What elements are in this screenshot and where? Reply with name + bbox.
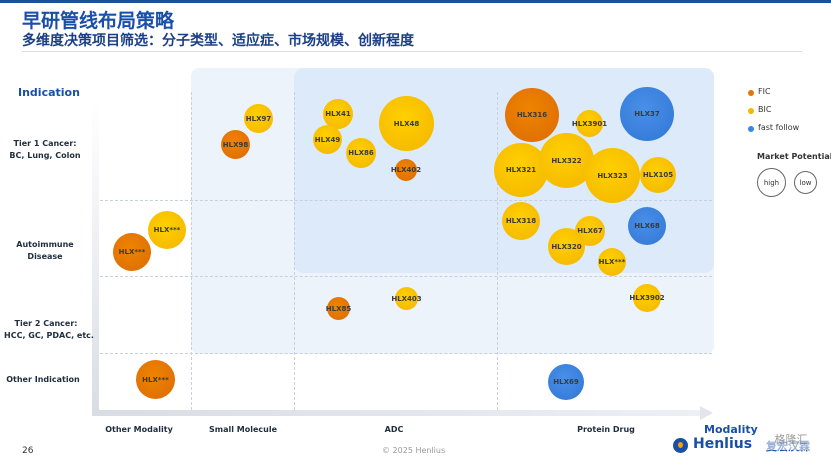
grid-row-divider bbox=[100, 200, 712, 201]
y-axis bbox=[92, 100, 99, 416]
y-axis-arrow bbox=[88, 92, 102, 104]
legend-fast-follow-label: fast follow bbox=[758, 123, 800, 132]
pipeline-bubble[interactable]: HLX*** bbox=[113, 233, 151, 271]
row-label-line: HCC, GC, PDAC, etc. bbox=[4, 331, 94, 340]
pipeline-bubble[interactable]: HLX*** bbox=[136, 360, 175, 399]
row-label-autoimmune: Autoimmune Disease bbox=[6, 239, 84, 263]
page-subtitle: 多维度决策项目筛选：分子类型、适应症、市场规模、创新程度 bbox=[22, 33, 414, 49]
market-low-circle-icon: low bbox=[794, 171, 817, 194]
pipeline-bubble[interactable]: HLX41 bbox=[323, 99, 353, 129]
column-label-other-modality: Other Modality bbox=[105, 425, 173, 434]
pipeline-bubble[interactable]: HLX*** bbox=[148, 211, 186, 249]
top-accent-bar bbox=[0, 0, 831, 3]
pipeline-bubble[interactable]: HLX3901 bbox=[572, 110, 607, 137]
x-axis-arrow bbox=[700, 406, 713, 420]
fic-legend-dot-icon bbox=[748, 90, 754, 96]
copyright-text: © 2025 Henlius bbox=[382, 446, 446, 455]
fast-follow-legend-dot-icon bbox=[748, 126, 754, 132]
page-title: 早研管线布局策略 bbox=[22, 10, 175, 32]
legend-bic-label: BIC bbox=[758, 105, 772, 114]
pipeline-bubble[interactable]: HLX318 bbox=[502, 202, 540, 240]
henlius-logo-text: Henlius bbox=[693, 436, 753, 452]
row-label-line: Tier 1 Cancer: bbox=[13, 139, 77, 148]
pipeline-bubble[interactable]: HLX37 bbox=[620, 87, 674, 141]
row-label-tier2: Tier 2 Cancer: HCC, GC, PDAC, etc. bbox=[4, 318, 94, 342]
pipeline-bubble[interactable]: HLX316 bbox=[505, 88, 559, 142]
y-axis-title: Indication bbox=[18, 86, 80, 99]
pipeline-bubble[interactable]: HLX48 bbox=[379, 96, 434, 151]
pipeline-bubble[interactable]: HLX49 bbox=[313, 125, 342, 154]
pipeline-bubble[interactable]: HLX85 bbox=[326, 297, 351, 320]
row-label-line: Disease bbox=[27, 252, 63, 261]
pipeline-bubble[interactable]: HLX323 bbox=[585, 148, 640, 203]
pipeline-bubble[interactable]: HLX403 bbox=[391, 287, 422, 310]
grid-row-divider bbox=[100, 353, 712, 354]
market-potential-title: Market Potential bbox=[757, 152, 831, 161]
row-label-line: Other Indication bbox=[6, 375, 80, 384]
market-low-label: low bbox=[799, 178, 812, 187]
column-label-small-molecule: Small Molecule bbox=[209, 425, 277, 434]
market-high-label: high bbox=[763, 178, 780, 187]
pipeline-bubble[interactable]: HLX322 bbox=[539, 133, 594, 188]
x-axis-title: Modality bbox=[704, 423, 758, 436]
pipeline-bubble[interactable]: HLX105 bbox=[640, 157, 676, 193]
pipeline-bubble[interactable]: HLX97 bbox=[244, 104, 273, 133]
pipeline-bubble[interactable]: HLX402 bbox=[391, 159, 421, 181]
henlius-logo-icon bbox=[673, 438, 688, 453]
pipeline-bubble[interactable]: HLX321 bbox=[494, 143, 548, 197]
x-axis bbox=[92, 410, 702, 416]
pipeline-bubble[interactable]: HLX68 bbox=[628, 207, 666, 245]
row-label-other: Other Indication bbox=[4, 374, 82, 386]
row-label-line: BC, Lung, Colon bbox=[9, 151, 81, 160]
row-label-line: Autoimmune bbox=[16, 240, 74, 249]
grid-column-divider bbox=[294, 92, 295, 410]
grid-column-divider bbox=[497, 92, 498, 410]
pipeline-bubble[interactable]: HLX320 bbox=[548, 228, 585, 265]
row-label-line: Tier 2 Cancer: bbox=[14, 319, 78, 328]
page-number: 26 bbox=[22, 446, 34, 456]
column-label-protein-drug: Protein Drug bbox=[577, 425, 635, 434]
legend-fic-label: FIC bbox=[758, 87, 771, 96]
grid-row-divider bbox=[100, 276, 712, 277]
bic-legend-dot-icon bbox=[748, 108, 754, 114]
market-high-circle-icon: high bbox=[757, 168, 786, 197]
title-divider bbox=[22, 51, 802, 52]
pipeline-bubble[interactable]: HLX69 bbox=[548, 364, 584, 400]
column-label-adc: ADC bbox=[384, 425, 404, 434]
pipeline-bubble[interactable]: HLX3902 bbox=[629, 284, 665, 312]
pipeline-bubble[interactable]: HLX*** bbox=[598, 248, 626, 276]
pipeline-bubble[interactable]: HLX98 bbox=[221, 130, 250, 159]
watermark-overlay: 格隆汇 bbox=[756, 428, 826, 450]
row-label-tier1: Tier 1 Cancer: BC, Lung, Colon bbox=[6, 138, 84, 162]
grid-column-divider bbox=[191, 92, 192, 410]
pipeline-bubble[interactable]: HLX86 bbox=[346, 138, 376, 168]
